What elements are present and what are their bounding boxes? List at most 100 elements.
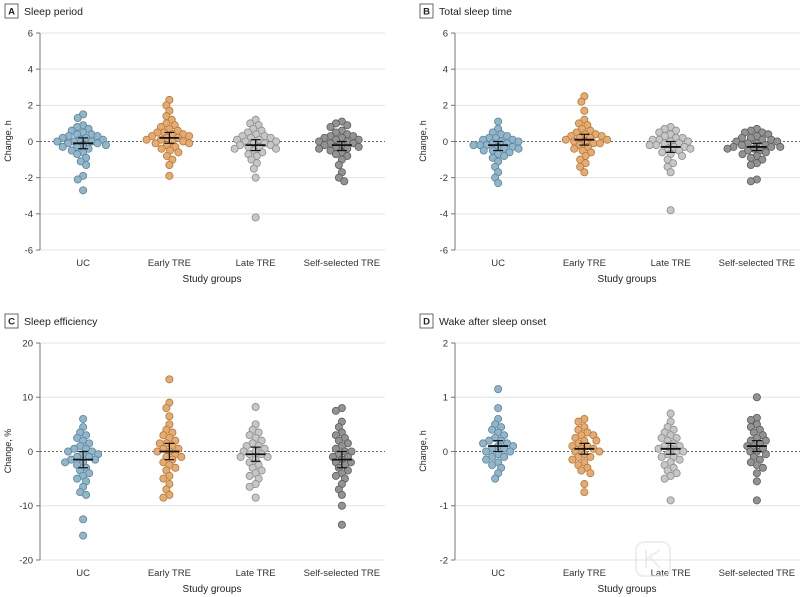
x-tick-label: Self-selected TRE <box>719 568 795 579</box>
data-point <box>155 439 164 448</box>
mean-error-bar <box>746 142 767 152</box>
x-tick-label: Late TRE <box>236 258 276 269</box>
data-point <box>251 173 260 182</box>
data-point <box>79 171 88 180</box>
panel-letter: B <box>423 7 430 18</box>
data-point <box>165 375 174 384</box>
data-point <box>684 137 693 146</box>
x-tick-label: UC <box>491 258 505 269</box>
data-point <box>101 141 110 150</box>
x-tick-label: UC <box>76 568 90 579</box>
data-point <box>331 406 340 415</box>
group-points <box>236 403 272 502</box>
data-point <box>494 404 503 413</box>
data-point <box>678 151 687 160</box>
y-tick-label: 0 <box>28 137 33 148</box>
x-axis-label: Study groups <box>183 584 242 595</box>
data-point <box>73 175 82 184</box>
data-point <box>343 151 352 160</box>
data-point <box>79 515 88 524</box>
data-point <box>514 144 523 153</box>
group-points <box>654 409 688 505</box>
data-point <box>752 477 761 486</box>
data-point <box>761 450 770 459</box>
data-point <box>758 155 767 164</box>
plot-area: 20 10 0 -10 -20 UC Early TRE Late TRE Self-selec… <box>19 338 385 579</box>
data-point <box>657 452 666 461</box>
data-point <box>586 469 595 478</box>
x-tick-label: Late TRE <box>651 568 691 579</box>
data-point <box>79 414 88 423</box>
data-point <box>666 168 675 177</box>
data-point <box>82 490 91 499</box>
mean-error-bar <box>245 139 266 152</box>
data-point <box>236 141 245 150</box>
data-point <box>340 177 349 186</box>
y-tick-label: 2 <box>28 101 33 112</box>
data-point <box>746 153 755 162</box>
y-tick-label: -4 <box>25 209 33 220</box>
data-point <box>666 206 675 215</box>
y-tick-label: -6 <box>25 245 33 256</box>
data-point <box>679 447 688 456</box>
data-point <box>580 480 589 489</box>
data-point <box>738 150 747 159</box>
data-point <box>580 168 589 177</box>
y-tick-label: 4 <box>28 64 33 75</box>
data-point <box>758 463 767 472</box>
group-points <box>230 115 281 222</box>
data-point <box>500 151 509 160</box>
data-point <box>157 144 166 153</box>
y-tick-label: -10 <box>19 501 33 512</box>
data-point <box>247 155 256 164</box>
plot-area: 6 4 2 0 -2 -4 -6 UC Early TRE Late TRE Self-select… <box>440 28 800 269</box>
mean-error-bar <box>660 140 681 153</box>
data-point <box>666 496 675 505</box>
y-axis-label: Change, h <box>418 120 428 162</box>
data-point <box>93 139 102 148</box>
data-point <box>354 142 363 151</box>
group-points <box>153 375 186 502</box>
data-point <box>320 141 329 150</box>
data-point <box>586 148 595 157</box>
y-tick-label: 1 <box>443 393 448 404</box>
data-point <box>249 164 258 173</box>
data-point <box>514 137 523 146</box>
data-point <box>142 135 151 144</box>
group-points <box>723 124 785 186</box>
data-point <box>73 150 82 159</box>
data-point <box>597 132 606 141</box>
data-point <box>79 186 88 195</box>
data-point <box>482 455 491 464</box>
y-axis-label: Change, % <box>3 429 13 474</box>
data-point <box>162 404 171 413</box>
mean-error-bar <box>159 131 180 144</box>
panel-title: Sleep period <box>24 6 83 18</box>
data-point <box>568 455 577 464</box>
data-point <box>469 141 478 150</box>
data-point <box>500 452 509 461</box>
panel-letter-box <box>419 3 434 19</box>
y-axis-label: Change, h <box>418 430 428 472</box>
x-tick-label: Early TRE <box>563 568 606 579</box>
group-points <box>479 385 518 483</box>
y-tick-label: 6 <box>443 28 448 39</box>
data-point <box>494 385 503 394</box>
data-point <box>505 148 514 157</box>
data-point <box>669 159 678 168</box>
panel-a: A Sleep period Change, h 6 4 2 0 -2 -4 -6 UC Ear… <box>3 3 385 285</box>
data-point <box>251 213 260 222</box>
mean-error-bar <box>746 440 767 453</box>
data-point <box>331 119 340 128</box>
y-tick-label: -4 <box>440 209 448 220</box>
watermark-shape <box>635 541 671 577</box>
y-axis-label: Change, h <box>3 120 13 162</box>
data-point <box>488 153 497 162</box>
group-points <box>61 414 103 540</box>
data-point <box>147 132 156 141</box>
data-point <box>171 463 180 472</box>
data-point <box>230 144 239 153</box>
mean-error-bar <box>73 137 94 150</box>
data-point <box>67 146 76 155</box>
y-tick-label: -2 <box>25 173 33 184</box>
